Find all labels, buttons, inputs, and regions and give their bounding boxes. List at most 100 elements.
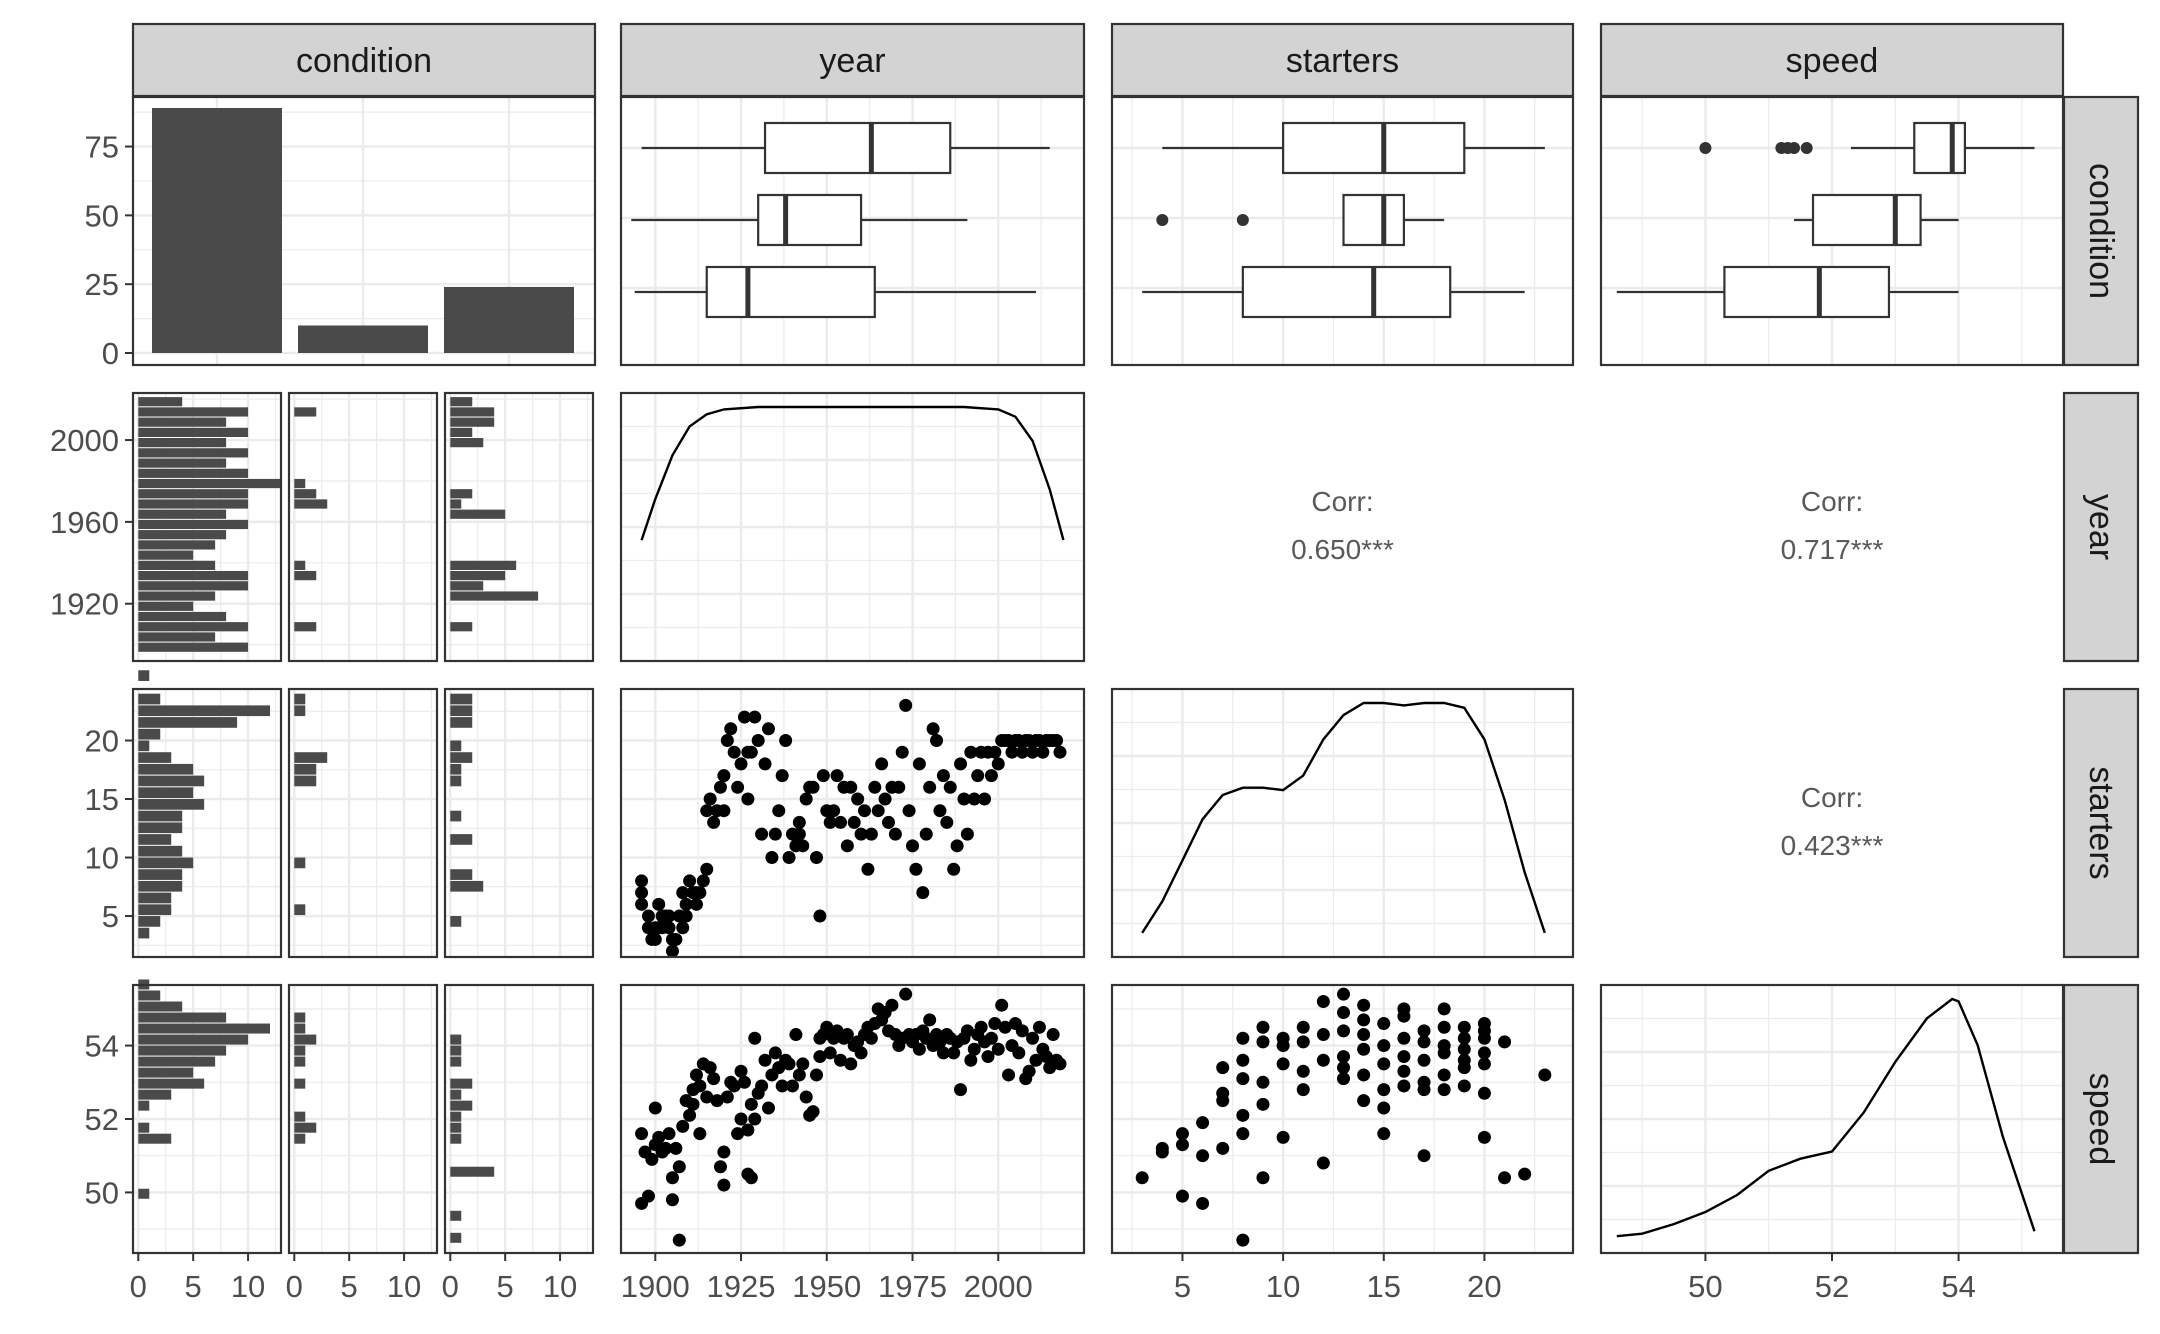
histogram-bar-starters (450, 880, 484, 892)
histogram-bar-year (138, 601, 194, 611)
histogram-bar-year (294, 407, 317, 417)
scatter-point-year_starters (765, 851, 779, 865)
histogram-bar-year (138, 560, 216, 570)
scatter-point-starters_speed (1316, 1156, 1330, 1170)
histogram-bar-starters (450, 834, 473, 845)
scatter-point-year_starters (724, 722, 738, 736)
scatter-point-year_starters (679, 897, 693, 911)
histogram-bar-year (294, 622, 317, 632)
scatter-point-year_starters (641, 909, 655, 923)
x-tick-label-count: 5 (497, 1269, 514, 1304)
scatter-point-starters_speed (1296, 1020, 1310, 1034)
histogram-bar-starters (294, 705, 306, 717)
scatter-point-year_speed (741, 1123, 755, 1137)
histogram-bar-starters (138, 810, 183, 822)
scatter-point-year_starters (796, 839, 810, 853)
boxplot-box-year (705, 265, 876, 319)
histogram-bar-speed (138, 1012, 227, 1023)
scatter-point-year_starters (882, 815, 896, 829)
histogram-bar-year (138, 509, 227, 519)
histogram-bar-starters (138, 763, 194, 775)
histogram-bar-year (138, 407, 249, 417)
scatter-point-starters_speed (1216, 1061, 1230, 1075)
boxplot-outlier-starters (1236, 214, 1249, 226)
histogram-bar-starters (294, 763, 317, 775)
scatter-point-year_starters (792, 827, 806, 841)
scatter-point-year_speed (672, 1233, 686, 1247)
histogram-panel-starters (131, 687, 283, 959)
corr-value: 0.423*** (1781, 830, 1884, 861)
scatter-point-year_starters (971, 769, 985, 783)
histogram-bar-speed (294, 1045, 306, 1056)
x-tick-label-count: 10 (231, 1269, 265, 1304)
histogram-bar-starters (138, 916, 161, 927)
scatter-point-starters_speed (1357, 1094, 1371, 1108)
x-tick-label-count: 10 (543, 1269, 577, 1304)
scatter-point-year_starters (1005, 745, 1019, 759)
histogram-panel-year (443, 391, 595, 663)
scatter-point-year_starters (1050, 733, 1064, 747)
y-tick-label-speed: 50 (85, 1175, 119, 1210)
y-tick-label-condition: 75 (85, 130, 119, 165)
histogram-bar-starters (138, 728, 161, 740)
scatter-point-year_speed (707, 1072, 721, 1086)
panel-border (1110, 95, 1575, 367)
scatter-point-year_speed (737, 1075, 751, 1089)
histogram-bar-speed (450, 1078, 473, 1089)
scatter-point-starters_speed (1457, 1079, 1471, 1093)
y-tick-label-year: 1920 (50, 587, 119, 622)
scatter-point-year_starters (909, 862, 923, 876)
scatter-point-year_starters (744, 745, 758, 759)
scatter-point-year_starters (676, 921, 690, 935)
histogram-panel-year (131, 391, 283, 663)
histogram-bar-year (138, 397, 183, 407)
scatter-point-year_speed (899, 987, 913, 1001)
histogram-bar-speed (138, 1133, 172, 1144)
scatter-point-year_starters (844, 780, 858, 794)
scatter-point-year_starters (717, 769, 731, 783)
scatter-point-starters_speed (1196, 1116, 1210, 1130)
scatter-point-year_speed (744, 1097, 758, 1111)
scatter-point-year_starters (1015, 745, 1029, 759)
scatter-point-year_starters (703, 792, 717, 806)
x-tick-label-count: 5 (185, 1269, 202, 1304)
scatter-point-year_starters (868, 780, 882, 794)
y-tick-label-condition: 25 (85, 267, 119, 302)
scatter-point-year_speed (974, 1020, 988, 1034)
histogram-bar-speed (294, 1012, 306, 1023)
condition-bar-level2 (298, 325, 428, 353)
corr-label: Corr: (1311, 486, 1373, 517)
strip-right-label-condition: condition (2082, 163, 2120, 299)
scatter-point-year_speed (683, 1108, 697, 1122)
strip-top-label-year: year (819, 42, 885, 80)
histogram-bar-speed (138, 1023, 271, 1034)
scatter-point-starters_speed (1236, 1108, 1250, 1122)
y-tick-label-speed: 52 (85, 1102, 119, 1137)
scatter-point-year_speed (693, 1127, 707, 1141)
y-tick-label-condition: 0 (102, 336, 119, 371)
scatter-point-year_starters (779, 733, 793, 747)
scatter-point-year_starters (707, 815, 721, 829)
corr-value: 0.717*** (1781, 534, 1884, 565)
corr-label: Corr: (1801, 486, 1863, 517)
histogram-bar-year (138, 581, 249, 591)
y-tick-label-starters: 15 (85, 782, 119, 817)
histogram-bar-speed (138, 1078, 205, 1089)
scatter-point-starters_speed (1397, 1050, 1411, 1064)
histogram-bar-year (450, 591, 539, 601)
scatter-point-year_starters (854, 827, 868, 841)
scatter-point-year_speed (720, 1090, 734, 1104)
panel-border (619, 687, 1086, 959)
scatter-point-year_starters (1036, 745, 1050, 759)
strip-top-label-starters: starters (1286, 42, 1399, 80)
scatter-point-year_speed (1053, 1057, 1067, 1071)
histogram-bar-speed (294, 1056, 306, 1067)
scatter-point-year_speed (744, 1171, 758, 1185)
scatter-point-year_starters (967, 792, 981, 806)
scatter-point-year_starters (700, 862, 714, 876)
x-tick-label-speed: 50 (1688, 1269, 1722, 1304)
scatter-point-starters_speed (1276, 1130, 1290, 1144)
scatter-point-year_starters (717, 804, 731, 818)
histogram-bar-speed (294, 1133, 306, 1144)
scatter-point-year_starters (751, 733, 765, 747)
